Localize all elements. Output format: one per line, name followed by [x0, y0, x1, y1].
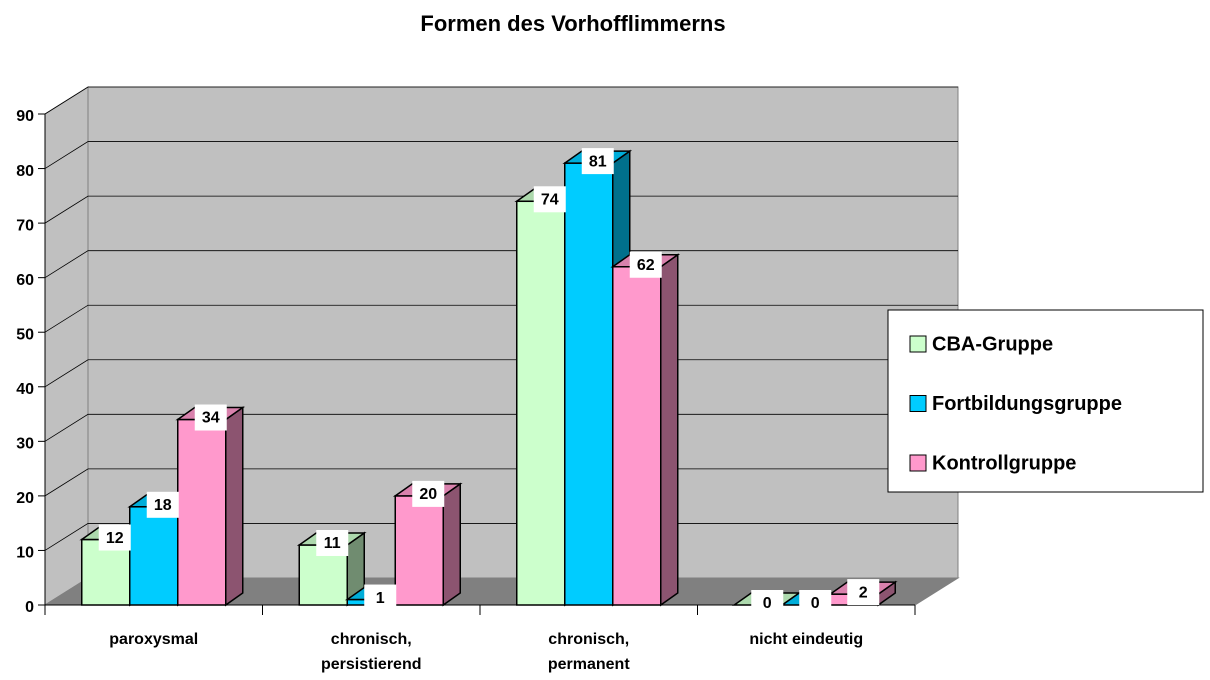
legend-swatch — [909, 335, 927, 353]
legend-label: Kontrollgruppe — [932, 452, 1076, 474]
value-label: 81 — [589, 153, 607, 170]
bar-side — [225, 406, 244, 607]
y-tick-label: 30 — [16, 436, 34, 453]
value-label: 2 — [859, 584, 868, 601]
legend-label: Fortbildungsgruppe — [932, 393, 1122, 415]
value-label-box — [847, 579, 880, 606]
bar-front — [177, 418, 227, 606]
bar-front — [129, 506, 179, 606]
value-label: 34 — [202, 410, 220, 427]
x-tick-label-box: nicht eindeutig — [749, 631, 864, 648]
value-label-box — [533, 186, 566, 213]
y-tick-label: 70 — [16, 217, 34, 234]
value-label-box — [194, 404, 227, 431]
bar-side — [660, 253, 679, 607]
y-tick-label: 60 — [16, 272, 34, 289]
value-label-box — [751, 590, 784, 616]
x-tick-label-box: chronisch, persistierend — [321, 631, 422, 673]
value-label: 1 — [376, 590, 385, 607]
x-tick-label: paroxysmal — [109, 631, 199, 648]
value-label-box — [581, 148, 614, 175]
bar-front — [516, 200, 566, 606]
legend-swatch — [909, 454, 927, 472]
x-tick-label-box: chronisch, permanent — [547, 631, 630, 673]
y-tick-label: 40 — [16, 381, 34, 398]
grid-line — [44, 195, 958, 224]
value-label-box — [629, 251, 662, 278]
legend-swatch — [909, 395, 927, 412]
value-label-box — [364, 584, 397, 611]
value-label-box — [799, 590, 832, 616]
value-label: 11 — [324, 535, 341, 552]
value-label-box — [98, 524, 131, 551]
grid-line — [44, 86, 958, 115]
value-label: 62 — [637, 257, 655, 274]
y-tick-label: 10 — [16, 545, 34, 562]
x-tick-label: nicht eindeutig — [749, 631, 864, 648]
value-label: 0 — [811, 595, 820, 612]
x-tick-label: chronisch, permanent — [547, 631, 630, 673]
y-tick-label: 80 — [16, 163, 34, 180]
value-label: 12 — [106, 530, 124, 547]
grid-line — [44, 250, 958, 279]
value-label: 18 — [154, 497, 172, 514]
bar-side — [442, 482, 461, 607]
grid-line — [44, 141, 958, 169]
bar-front — [564, 162, 614, 606]
value-label: 0 — [763, 595, 772, 612]
value-label-box — [146, 491, 179, 518]
x-tick-label-box: paroxysmal — [109, 631, 199, 648]
bar-front — [394, 495, 444, 606]
legend — [887, 309, 1204, 493]
bar-front — [612, 266, 662, 606]
y-tick-label: 0 — [25, 599, 34, 616]
legend-label: CBA-Gruppe — [932, 333, 1053, 355]
value-label-box — [316, 529, 349, 556]
y-tick-label: 50 — [16, 326, 34, 343]
value-label: 74 — [541, 192, 559, 209]
x-tick-label: chronisch, persistierend — [321, 631, 422, 673]
chart-title: Formen des Vorhofflimmerns — [420, 11, 725, 36]
value-label: 20 — [419, 486, 437, 503]
y-tick-label: 20 — [16, 490, 34, 507]
value-label-box — [412, 480, 445, 507]
y-tick-label: 90 — [16, 108, 34, 125]
